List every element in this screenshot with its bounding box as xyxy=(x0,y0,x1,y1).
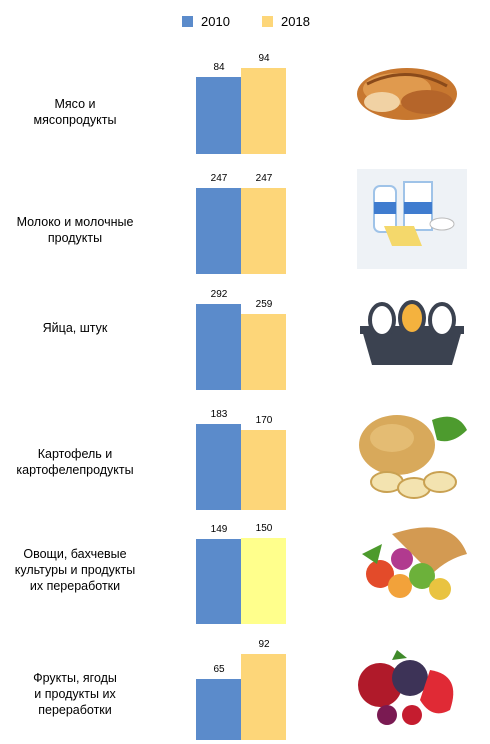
bar-2018 xyxy=(241,430,286,510)
meat-icon xyxy=(355,66,459,122)
bar-pair: 292 259 xyxy=(190,272,300,390)
value-label-2010: 84 xyxy=(213,62,225,73)
value-label-2010: 65 xyxy=(213,664,225,675)
legend-item-2018: 2018 xyxy=(262,14,310,29)
bar-2010 xyxy=(196,188,241,274)
category-label: Овощи, бахчевые культуры и продукты их п… xyxy=(14,547,136,593)
bar-2018 xyxy=(241,654,286,740)
bar-2010 xyxy=(196,679,241,740)
value-label-2010: 292 xyxy=(210,289,228,300)
value-label-2018: 94 xyxy=(258,53,270,64)
bar-2018 xyxy=(241,314,286,390)
category-label: Фрукты, ягоды и продукты их переработки xyxy=(33,671,117,717)
milk-icon xyxy=(356,168,468,270)
value-label-2018: 247 xyxy=(255,173,273,184)
chart-panel: Фрукты, ягоды и продукты их переработки 6… xyxy=(0,626,490,744)
berries-icon xyxy=(358,650,454,725)
category-label: Молоко и молочные продукты xyxy=(16,215,134,245)
bar-2018 xyxy=(241,188,286,274)
bar-pair: 65 92 xyxy=(190,622,300,740)
chart-panel: Молоко и молочные продукты 247 247 xyxy=(0,160,490,278)
legend-swatch-2018 xyxy=(262,16,273,27)
bar-2010 xyxy=(196,77,241,154)
category-label: Картофель и картофелепродукты xyxy=(16,447,134,477)
legend-label-2010: 2010 xyxy=(201,14,230,29)
chart-panel: Яйца, штук 292 259 xyxy=(0,276,490,394)
potato-icon xyxy=(358,414,468,499)
chart-panel: Овощи, бахчевые культуры и продукты их п… xyxy=(0,510,490,628)
legend-label-2018: 2018 xyxy=(281,14,310,29)
legend-item-2010: 2010 xyxy=(182,14,230,29)
category-label: Яйца, штук xyxy=(42,321,108,335)
bar-pair: 247 247 xyxy=(190,156,300,274)
chart-panel: Картофель и картофелепродукты 183 170 xyxy=(0,396,490,514)
bar-2010 xyxy=(196,304,241,390)
bar-2018 xyxy=(241,68,286,154)
value-label-2018: 150 xyxy=(255,523,273,534)
vegetables-icon xyxy=(362,527,467,600)
value-label-2010: 247 xyxy=(210,173,228,184)
bar-2010 xyxy=(196,424,241,510)
category-label: Мясо и мясопродукты xyxy=(33,97,117,127)
bar-2018 xyxy=(241,538,286,624)
value-label-2018: 92 xyxy=(258,639,270,650)
bar-2010 xyxy=(196,539,241,624)
eggs-icon xyxy=(358,300,466,367)
bar-pair: 183 170 xyxy=(190,392,300,510)
bar-pair: 84 94 xyxy=(190,36,300,154)
value-label-2010: 183 xyxy=(210,409,228,420)
value-label-2010: 149 xyxy=(210,524,228,535)
bar-pair: 149 150 xyxy=(190,506,300,624)
chart-panel: Мясо и мясопродукты 84 94 xyxy=(0,40,490,158)
legend-swatch-2010 xyxy=(182,16,193,27)
value-label-2018: 170 xyxy=(255,415,273,426)
value-label-2018: 259 xyxy=(255,299,273,310)
